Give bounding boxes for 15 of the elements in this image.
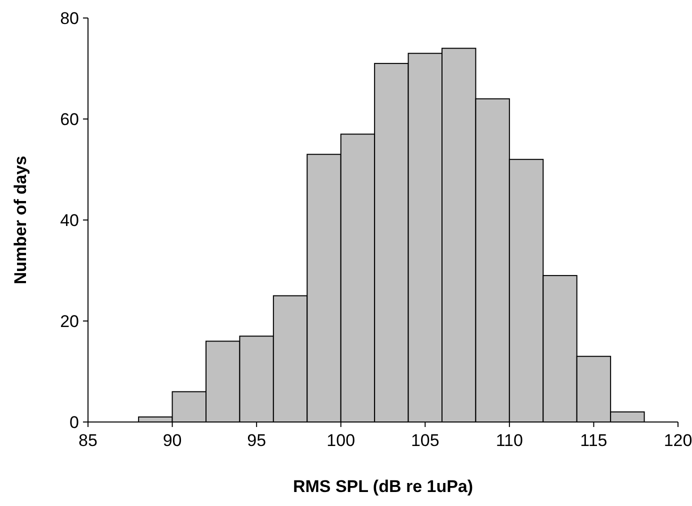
x-tick-label: 110 — [496, 431, 523, 450]
x-tick-label: 85 — [78, 431, 98, 450]
y-tick-label: 60 — [60, 110, 79, 129]
y-tick-label: 40 — [60, 210, 79, 230]
x-axis-title: RMS SPL (dB re 1uPa) — [292, 477, 474, 496]
x-tick-label: 115 — [580, 431, 608, 450]
x-tick-label: 105 — [410, 431, 440, 450]
x-tick-label: 120 — [664, 431, 692, 450]
x-tick-label: 100 — [326, 431, 356, 450]
y-tick-label: 80 — [60, 8, 79, 28]
y-tick-label: 20 — [60, 312, 79, 331]
y-tick-label: 0 — [70, 412, 79, 432]
x-tick-label: 90 — [162, 431, 182, 450]
y-axis-title: Number of days — [11, 156, 30, 284]
x-tick-label: 95 — [247, 431, 266, 450]
